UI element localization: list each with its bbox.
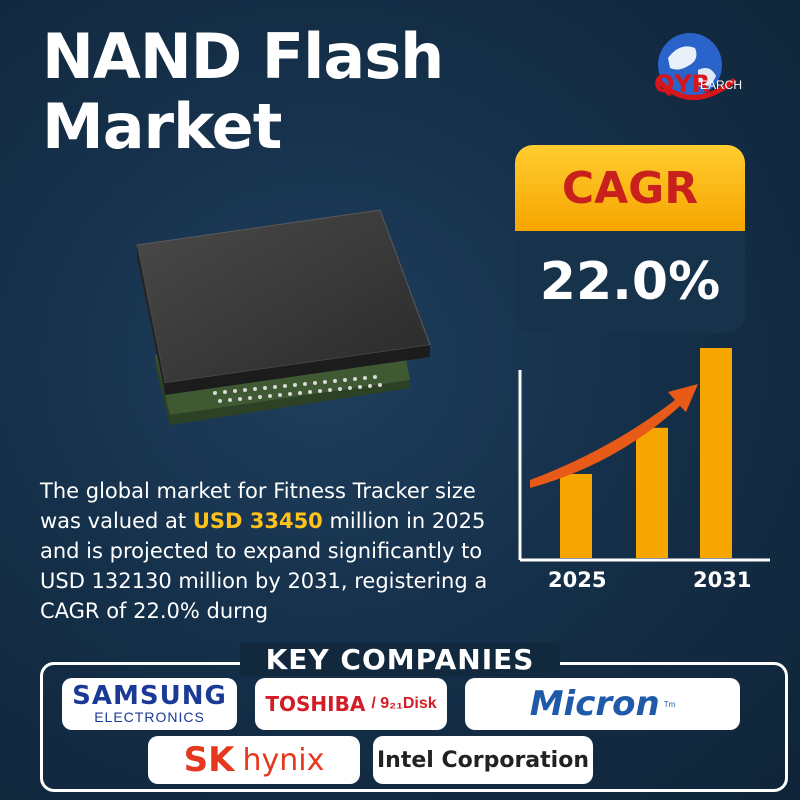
cagr-value-area: 22.0% bbox=[515, 231, 745, 333]
chart-bar bbox=[636, 427, 668, 558]
samsung-logo-text: SAMSUNG bbox=[72, 681, 227, 711]
micron-logo-text: Micron bbox=[529, 684, 660, 724]
logo-subtext: EARCH bbox=[700, 78, 743, 92]
cagr-label: CAGR bbox=[561, 162, 699, 214]
chart-end-year: 2031 bbox=[693, 568, 752, 592]
company-card-toshiba: TOSHIBA / 9₂₁Disk bbox=[255, 678, 447, 730]
company-card-micron: Micron Tm bbox=[465, 678, 740, 730]
chart-start-year: 2025 bbox=[548, 568, 607, 592]
logo-text: QYR bbox=[654, 70, 711, 98]
cagr-label-banner: CAGR bbox=[515, 145, 745, 231]
cagr-value: 22.0% bbox=[539, 252, 721, 312]
market-description: The global market for Fitness Tracker si… bbox=[40, 476, 520, 626]
description-part-1: The global market for Fitness Tracker si… bbox=[40, 479, 476, 533]
toshiba-logo-subtext: / 9₂₁Disk bbox=[371, 695, 437, 712]
nand-chip-image bbox=[136, 209, 431, 425]
company-card-sk-hynix: SK hynix bbox=[148, 736, 360, 784]
page-title: NAND Flash Market bbox=[42, 22, 562, 162]
company-card-samsung: SAMSUNG ELECTRONICS bbox=[62, 678, 237, 730]
company-card-intel: Intel Corporation bbox=[373, 736, 593, 784]
title-line-2: Market bbox=[42, 90, 282, 163]
title-line-1: NAND Flash bbox=[42, 20, 444, 93]
cagr-panel: CAGR 22.0% bbox=[515, 145, 745, 333]
samsung-logo-subtext: ELECTRONICS bbox=[94, 709, 205, 725]
globe-logo-icon bbox=[656, 33, 737, 100]
growth-arrow-icon bbox=[530, 384, 698, 488]
toshiba-logo-text: TOSHIBA bbox=[265, 692, 366, 716]
chart-bar bbox=[560, 474, 592, 558]
hynix-logo-text: hynix bbox=[242, 742, 325, 778]
description-part-2: million in 2025 and is projected to expa… bbox=[40, 509, 488, 623]
micron-logo-tm: Tm bbox=[663, 699, 676, 709]
sk-logo-text: SK bbox=[183, 740, 235, 780]
chart-bar bbox=[700, 348, 732, 558]
description-highlight-value: USD 33450 bbox=[192, 509, 323, 533]
intel-company-name: Intel Corporation bbox=[377, 747, 589, 773]
growth-chart bbox=[518, 348, 770, 562]
key-companies-title: KEY COMPANIES bbox=[240, 643, 560, 676]
